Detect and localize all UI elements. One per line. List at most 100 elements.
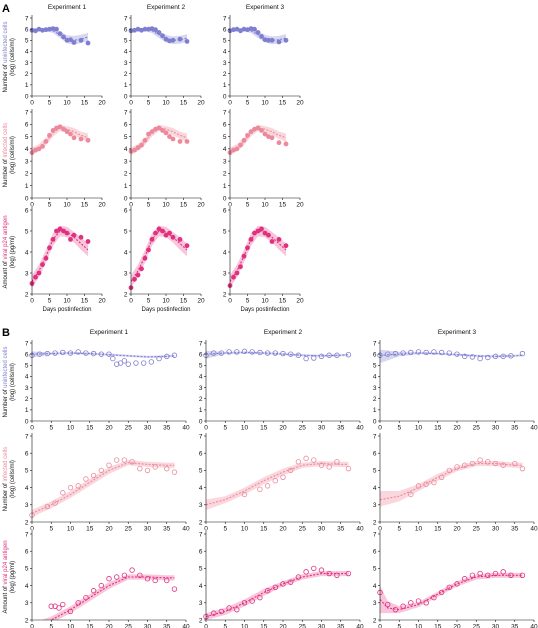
chart-b-uninfected-2-data-point (295, 352, 302, 358)
chart-b-p24-1-confidence-band (41, 574, 175, 620)
panel-letter-a: A (2, 3, 10, 15)
chart-b-infected-3-x-tick-label: 25 (473, 526, 481, 533)
chart-b-p24-1: 0510152025303540234567Days postinfection… (3, 531, 190, 628)
chart-b-p24-2: 0510152025303540234567Days postinfection (199, 531, 364, 628)
chart-b-infected-3-x-tick-label: 10 (415, 526, 423, 533)
chart-b-uninfected-2-x-tick-label: 40 (356, 425, 364, 432)
chart-a-infected-1-x-tick-label: 20 (98, 202, 106, 209)
chart-b-infected-2-data-point (318, 462, 325, 468)
chart-b-uninfected-3-y-tick-label: 3 (373, 385, 377, 392)
chart-b-p24-2-x-tick-label: 15 (260, 624, 268, 628)
chart-b-uninfected-3-y-tick-label: 1 (373, 407, 377, 414)
chart-b-infected-3-data-point (485, 459, 491, 465)
chart-a-infected-1-x-tick-label: 0 (30, 202, 34, 209)
chart-a-uninfected-2-x-tick-label: 5 (147, 100, 151, 107)
chart-b-p24-2-data-point (288, 579, 294, 585)
chart-b-uninfected-3-data-point (462, 353, 468, 360)
chart-b-uninfected-3-y-tick-label: 4 (373, 374, 377, 381)
chart-a-p24-1-x-tick-label: 10 (63, 298, 71, 305)
chart-b-uninfected-1-x-tick-label: 0 (30, 425, 34, 432)
chart-b-p24-3-data-point (446, 584, 452, 591)
chart-a-p24-3-data-point (245, 245, 250, 251)
chart-b-infected-1-x-tick-label: 35 (163, 526, 171, 533)
chart-a-uninfected-1-x-tick-label: 5 (48, 100, 52, 107)
chart-a-uninfected-1-data-point (61, 34, 66, 40)
chart-b-uninfected-3-title: Experiment 3 (438, 329, 477, 336)
chart-b-uninfected-3-x-tick-label: 30 (492, 425, 500, 432)
chart-a-p24-2-confidence-band (131, 225, 187, 288)
chart-b-p24-1-data-point (83, 594, 89, 601)
chart-a-infected-2-data-point (184, 139, 190, 144)
chart-a-infected-1-data-point (36, 146, 42, 152)
chart-a-uninfected-1-data-point (68, 37, 73, 43)
chart-b-infected-1-data-point (75, 483, 81, 489)
chart-a-uninfected-3-x-tick-label: 20 (296, 100, 304, 107)
chart-a-infected-2-y-tick-label: 6 (124, 122, 128, 129)
chart-a-uninfected-2-data-point (160, 33, 165, 39)
chart-b-p24-1-x-tick-label: 0 (30, 624, 34, 628)
chart-a-uninfected-3-y-tick-label: 7 (223, 15, 227, 22)
chart-b-uninfected-3-data-point (519, 350, 526, 357)
chart-b-uninfected-2-data-point (303, 355, 309, 362)
chart-a-p24-2-y-tick-label: 2 (124, 291, 128, 298)
chart-b-infected-1-data-point (52, 500, 58, 506)
chart-b-p24-1-data-point (152, 577, 158, 584)
chart-b-uninfected-3-x-tick-label: 15 (434, 425, 442, 432)
chart-a-uninfected-2-data-point (184, 39, 190, 44)
chart-a-infected-3-data-point (255, 125, 261, 131)
chart-a-infected-1: 0 5 10 15 20 0 1 2 3 4 5 6 7 Number of infected cells… (3, 109, 106, 209)
chart-b-infected-3-data-point (462, 462, 468, 468)
chart-a-infected-2-data-point (160, 128, 165, 133)
chart-b-p24-3-data-point (438, 589, 445, 596)
chart-b-p24-3-data-point (408, 600, 414, 606)
chart-a-p24-2-x-tick-label: 5 (147, 298, 151, 305)
chart-a-infected-2-data-point (170, 136, 176, 142)
chart-a-p24-2-x-label: Days postinfection (141, 307, 190, 313)
chart-a-infected-3-data-point (245, 132, 250, 138)
chart-b-uninfected-2-data-point (226, 349, 232, 355)
chart-a-p24-3-data-point (252, 230, 257, 236)
chart-a-infected-2-y-tick-label: 2 (124, 171, 128, 178)
chart-b-p24-3-data-point (485, 572, 491, 578)
chart-a-p24-3-y-tick-label: 6 (223, 207, 227, 214)
chart-b-infected-2-data-point (272, 478, 278, 484)
chart-a-infected-3-x-tick-label: 15 (279, 202, 287, 209)
chart-a-p24-1-y-label-prefix: Amount of (3, 260, 9, 289)
chart-a-infected-2-x-tick-label: 20 (197, 202, 205, 209)
chart-b-p24-2-data-point (257, 594, 263, 601)
chart-b-p24-3-data-point (462, 576, 468, 582)
chart-b-uninfected-1: 0 5 10 15 20 25 30 35 40 0 1 2 3 4 5 6 7 Experiment 1 Numb… (3, 329, 190, 432)
chart-b-p24-1-data-point (164, 577, 170, 584)
chart-a-p24-3-y-tick-label: 4 (223, 249, 227, 256)
chart-a-infected-2-data-point (167, 134, 172, 139)
chart-a-infected-1-x-tick-label: 15 (81, 202, 89, 209)
chart-b-p24-1-data-point (90, 588, 97, 594)
chart-b-p24-2-y-tick-label: 6 (199, 549, 203, 556)
chart-b-uninfected-1-x-tick-label: 5 (49, 425, 53, 432)
chart-b-p24-1-data-point (60, 601, 66, 608)
chart-a-p24-3-data-point (241, 253, 247, 259)
chart-a-infected-3-y-tick-label: 6 (223, 122, 227, 129)
chart-b-uninfected-1-y-label-prefix: Number of (3, 388, 9, 418)
chart-a-p24-1-x-tick-label: 5 (48, 298, 52, 305)
chart-b-uninfected-3-data-point (423, 349, 429, 356)
chart-b-uninfected-1-data-point (121, 358, 128, 364)
chart-b-infected-2-data-point (241, 491, 248, 498)
chart-b-uninfected-3-data-point (385, 351, 391, 357)
chart-b-uninfected-1-x-tick-label: 25 (125, 425, 133, 432)
chart-b-p24-1-x-tick-label: 30 (144, 624, 152, 628)
chart-a-uninfected-1-data-point (57, 31, 63, 36)
chart-a-p24-3-data-point (283, 243, 289, 249)
chart-b-p24-3-y-tick-label: 2 (373, 617, 377, 624)
chart-a-infected-3-data-point (238, 142, 243, 148)
chart-b-p24-1-y-tick-label: 2 (25, 617, 29, 624)
chart-b-p24-2-x-tick-label: 0 (204, 624, 208, 628)
chart-b-infected-1: 0 5 10 15 20 25 30 35 40 2 3 4 5 6 7 Number of infected… (3, 433, 190, 533)
chart-b-uninfected-3-data-point (500, 353, 506, 360)
chart-b-p24-2-x-tick-label: 10 (241, 624, 249, 628)
chart-a-p24-2-data-point (135, 272, 141, 278)
chart-a-p24-1: 0 5 10 15 20 2 3 4 5 6 Days postinfection Amount of… (3, 207, 106, 313)
chart-a-uninfected-3-data-point (255, 30, 261, 35)
chart-a-uninfected-2-data-point (156, 30, 162, 35)
chart-b-uninfected-2-data-point (345, 352, 352, 358)
